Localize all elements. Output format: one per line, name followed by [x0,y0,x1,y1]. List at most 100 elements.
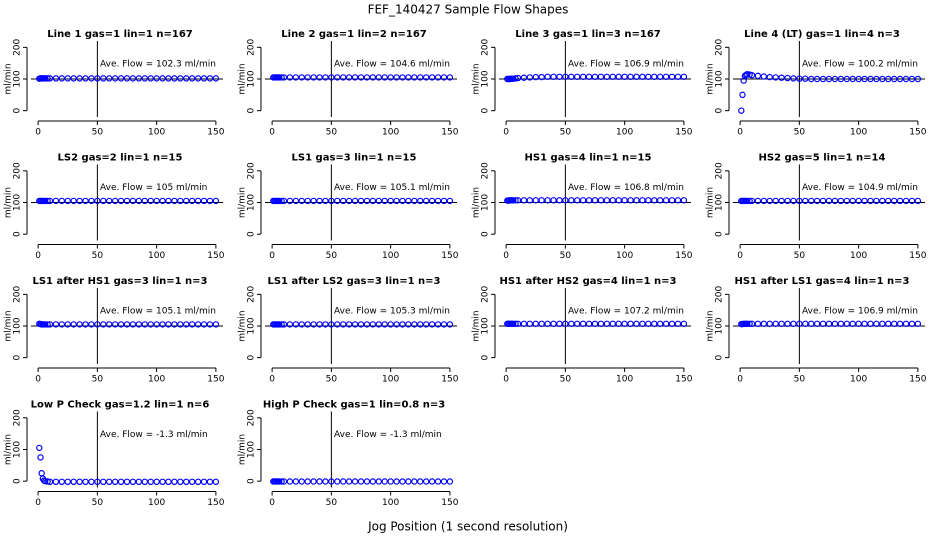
data-point [422,197,430,205]
data-point [206,321,214,328]
data-point [796,320,803,327]
data-point [526,74,534,81]
x-tick-label: 0 [269,375,275,385]
data-point [428,321,436,328]
data-point [369,74,377,81]
page-title: FEF_140427 Sample Flow Shapes [368,3,569,17]
data-point [188,197,196,205]
data-point [422,321,430,328]
data-point [94,75,101,82]
data-point [890,197,898,205]
y-tick-label: 100 [13,317,23,334]
data-point [345,321,353,328]
data-point [627,73,634,80]
data-point [94,321,101,328]
y-tick-label: 200 [247,162,257,179]
annotation: Ave. Flow = 105.1 ml/min [100,306,216,316]
data-point [117,478,125,485]
data-point [790,197,797,205]
y-axis-label: ml/min [706,310,716,341]
data-point [212,321,220,328]
data-point [514,197,522,204]
data-point [298,197,305,205]
data-point [165,321,172,328]
data-point [908,197,916,205]
data-point [64,197,71,205]
y-tick-label: 100 [481,194,491,211]
data-point [802,320,809,327]
data-point [668,320,676,327]
data-point [748,197,756,205]
data-point [651,197,658,204]
data-point [117,321,125,328]
data-point [393,321,400,328]
annotation: Ave. Flow = 106.9 ml/min [802,306,918,316]
data-point [304,478,311,485]
data-point [46,478,54,485]
data-point [544,320,551,327]
panel-title: Line 1 gas=1 lin=1 n=167 [47,29,193,40]
y-tick-label: 0 [247,231,257,237]
data-point [574,197,581,204]
data-point [849,320,856,327]
data-point [334,74,341,81]
data-point [328,321,335,328]
x-tick-label: 150 [675,128,692,138]
data-point [310,321,317,328]
data-point [100,75,107,82]
data-point [357,197,365,205]
y-tick-label: 100 [13,194,23,211]
data-point [668,197,676,204]
annotation: Ave. Flow = 105.3 ml/min [334,306,450,316]
data-point [760,73,768,80]
data-point [345,197,353,205]
data-point [784,320,791,327]
data-point [603,320,611,327]
data-point [440,197,448,205]
data-point [550,73,557,80]
data-point [662,197,670,204]
data-point [434,74,442,81]
data-point [645,197,652,204]
data-point [345,478,353,485]
data-point [351,478,359,485]
y-tick-label: 200 [13,409,23,426]
data-point [885,197,892,205]
data-point [831,197,839,205]
data-point [111,321,119,328]
data-point [890,75,898,83]
data-point [46,197,54,205]
data-point [64,75,71,82]
data-point [399,478,406,485]
data-point [328,197,335,205]
data-point [591,320,599,327]
y-tick-label: 200 [715,285,725,302]
data-point [135,478,143,485]
data-point [796,197,803,205]
data-point [298,478,305,485]
data-point [796,75,803,82]
y-axis-label: ml/min [4,63,14,94]
data-point [106,197,113,205]
data-point [316,478,323,485]
data-point [310,74,317,81]
data-point [363,74,371,81]
data-point [825,320,833,327]
data-point [808,75,815,83]
x-tick-label: 150 [675,251,692,261]
data-point [656,197,664,204]
x-tick-label: 0 [737,128,743,138]
y-tick-label: 200 [481,162,491,179]
data-point [772,320,779,327]
x-tick-label: 100 [148,128,165,138]
data-point [334,321,341,328]
data-point [375,74,382,81]
data-point [754,197,762,205]
data-point [58,321,66,328]
data-point [141,478,148,485]
data-point [574,73,581,80]
data-point [141,75,148,82]
data-point [200,478,208,485]
data-point [316,321,323,328]
data-point [766,197,773,205]
